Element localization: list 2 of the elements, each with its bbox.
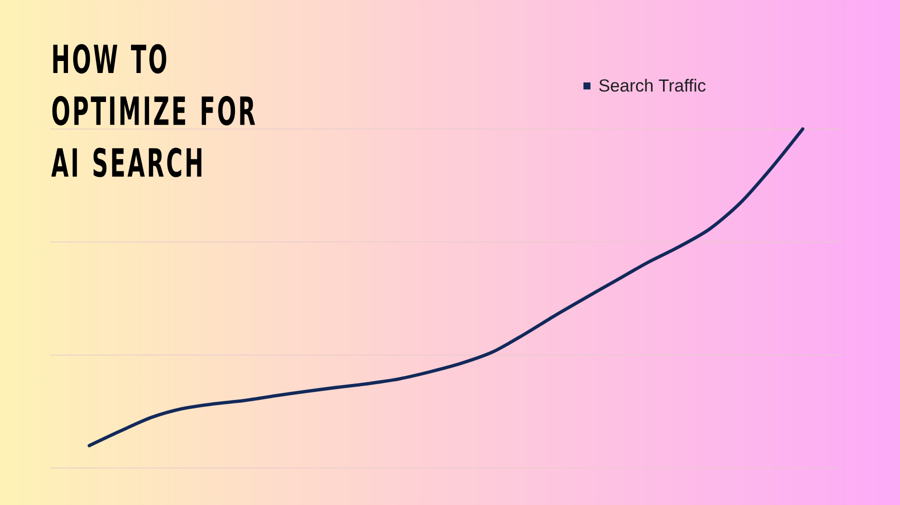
legend-label: Search Traffic [599, 78, 706, 92]
chart-title: HOW TO OPTIMIZE FOR AI SEARCH [51, 44, 256, 178]
